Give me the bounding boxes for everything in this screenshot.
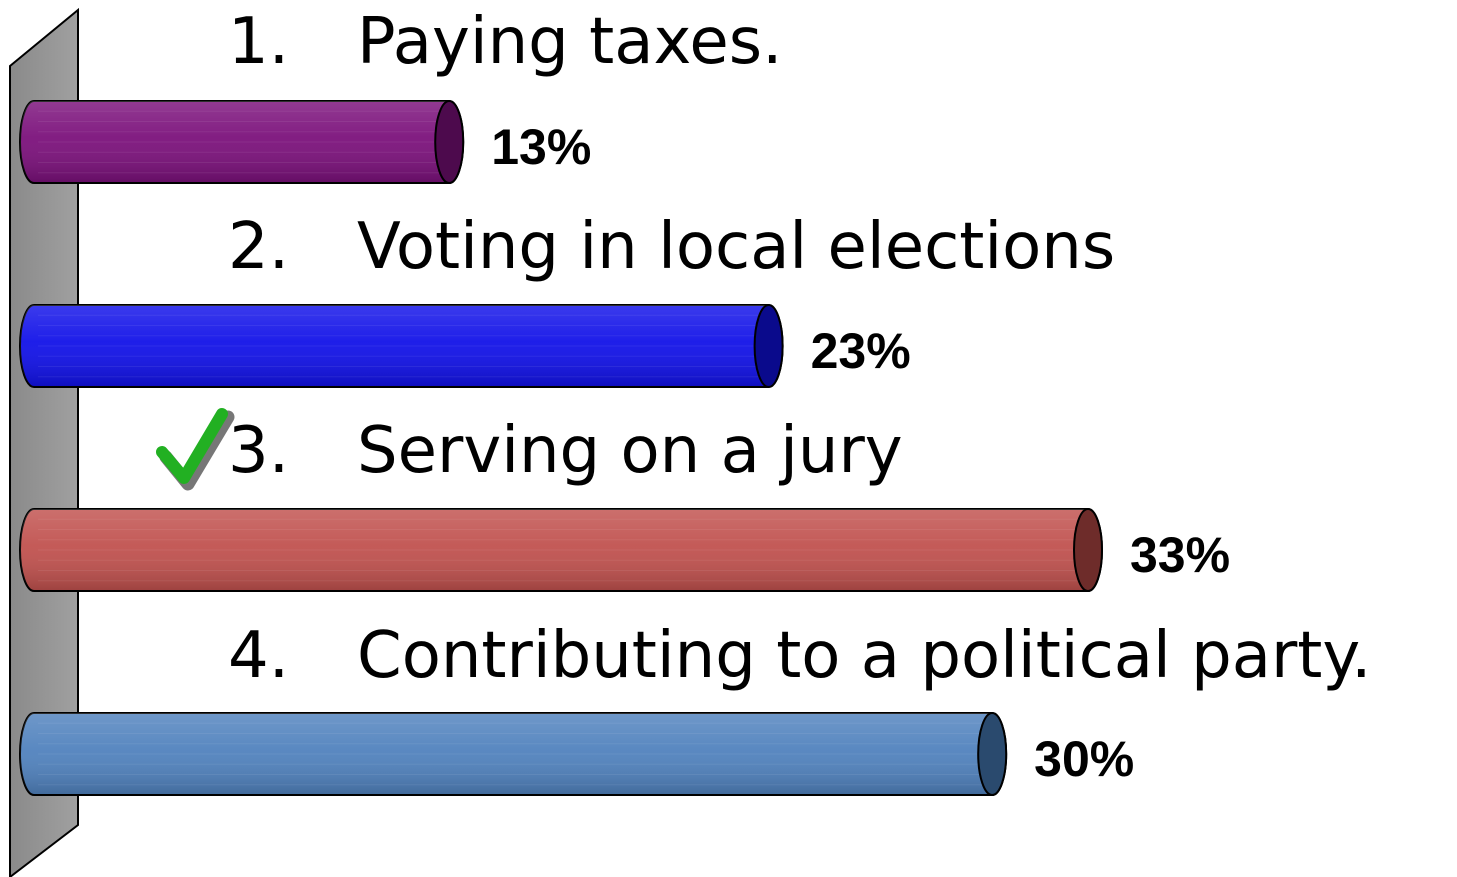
bar-gloss-3 xyxy=(20,509,1102,591)
choice-number-1: 1. xyxy=(228,5,289,79)
bar-cap-4 xyxy=(977,712,1008,796)
bar-gloss-4 xyxy=(20,713,1007,795)
bar-2 xyxy=(19,304,784,388)
checkmark-icon xyxy=(156,408,235,491)
choice-number-3: 3. xyxy=(228,414,289,488)
bar-cap-2 xyxy=(753,304,784,388)
value-label-4: 30% xyxy=(1034,731,1134,787)
category-label-2: Voting in local elections xyxy=(357,210,1115,284)
chart-back-wall xyxy=(9,7,79,877)
category-label-3: Serving on a jury xyxy=(357,414,903,488)
value-label-1: 13% xyxy=(491,119,591,175)
labels-group: 1. Paying taxes. 13% 2. Voting in local elec… xyxy=(156,5,1371,787)
bar-cap-3 xyxy=(1073,508,1103,592)
category-label-4: Contributing to a political party. xyxy=(357,619,1371,693)
value-label-3: 33% xyxy=(1130,527,1230,583)
bar-gloss-1 xyxy=(20,101,464,183)
checkmark-stroke xyxy=(156,408,228,484)
bar-gloss-2 xyxy=(20,305,783,387)
bar-cap-1 xyxy=(434,100,465,184)
value-label-2: 23% xyxy=(811,323,911,379)
category-label-1: Paying taxes. xyxy=(357,5,782,79)
bars-group xyxy=(19,100,1103,796)
choice-number-4: 4. xyxy=(228,619,289,693)
choice-number-2: 2. xyxy=(228,210,289,284)
bar-4 xyxy=(19,712,1008,796)
bar-3 xyxy=(19,508,1103,592)
bar-1 xyxy=(19,100,465,184)
